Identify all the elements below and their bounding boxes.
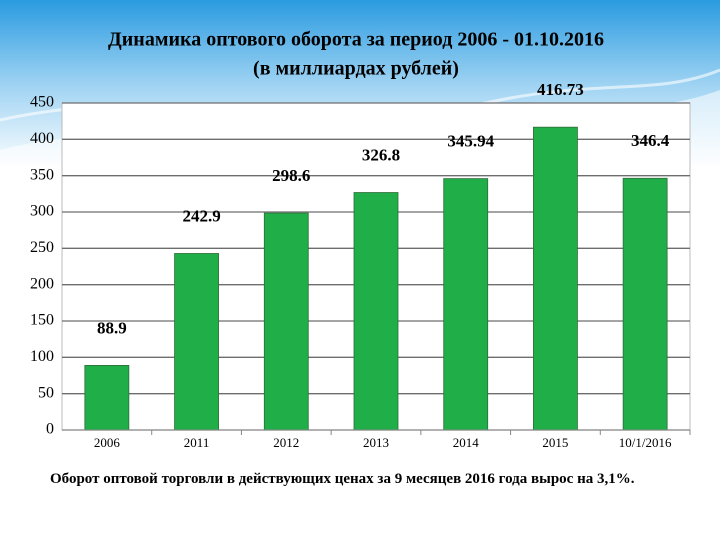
y-tick-label: 450 xyxy=(30,94,54,111)
value-label: 88.9 xyxy=(97,318,127,337)
y-tick-label: 0 xyxy=(46,421,54,438)
value-label: 346.4 xyxy=(631,131,670,150)
y-tick-label: 50 xyxy=(38,384,54,401)
y-tick-label: 350 xyxy=(30,166,54,183)
bar xyxy=(533,126,578,431)
bar xyxy=(174,253,219,431)
value-label: 242.9 xyxy=(182,206,220,225)
x-tick-label: 2013 xyxy=(363,435,389,450)
value-label: 345.94 xyxy=(447,132,494,151)
value-label: 326.8 xyxy=(362,145,400,164)
x-tick-label: 2006 xyxy=(94,435,121,450)
chart-title: Динамика оптового оборота за период 2006… xyxy=(108,29,604,51)
y-tick-label: 400 xyxy=(30,130,54,147)
value-label: 298.6 xyxy=(272,166,310,185)
bar xyxy=(263,212,309,431)
bar xyxy=(622,177,668,431)
bar xyxy=(84,364,130,431)
bar xyxy=(353,192,399,431)
x-tick-label: 2011 xyxy=(184,435,210,450)
y-tick-label: 200 xyxy=(30,275,54,292)
bar xyxy=(443,178,489,431)
x-tick-label: 2015 xyxy=(542,435,568,450)
value-label: 416.73 xyxy=(537,80,584,99)
x-tick-label: 2012 xyxy=(273,435,299,450)
y-tick-label: 300 xyxy=(30,203,54,220)
y-tick-label: 250 xyxy=(30,239,54,256)
x-tick-label: 10/1/2016 xyxy=(619,435,672,450)
y-tick-label: 100 xyxy=(30,348,54,365)
x-tick-label: 2014 xyxy=(453,435,480,450)
y-tick-label: 150 xyxy=(30,312,54,329)
note: Оборот оптовой торговли в действующих це… xyxy=(50,471,635,487)
chart-subtitle: (в миллиардах рублей) xyxy=(253,58,459,80)
